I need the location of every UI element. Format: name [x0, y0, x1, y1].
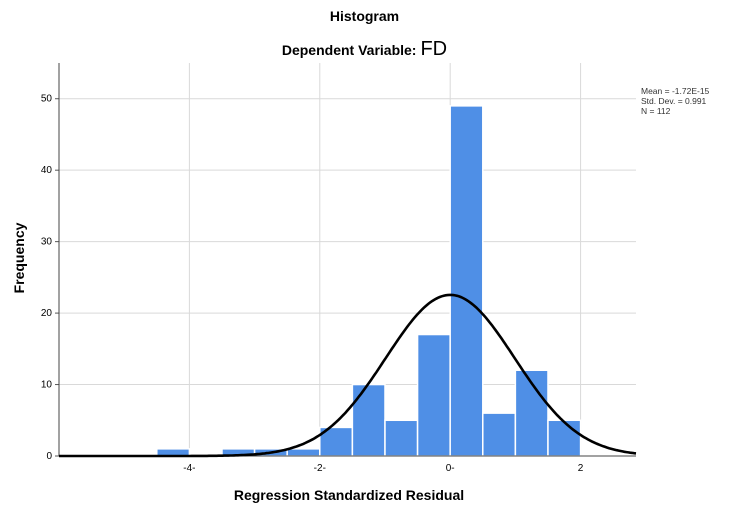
stats-box: Mean = -1.72E-15 Std. Dev. = 0.991 N = 1…	[641, 86, 709, 116]
chart-subtitle: Dependent Variable: FD	[0, 38, 729, 61]
x-tick-label: 2	[578, 463, 584, 474]
stat-mean: Mean = -1.72E-15	[641, 86, 710, 96]
histogram-bar	[384, 419, 419, 457]
y-tick-label: 30	[41, 237, 53, 248]
x-tick-label: 0-	[446, 463, 455, 474]
stat-std-dev: Std. Dev. = 0.991	[641, 96, 707, 106]
chart-title: Histogram	[329, 8, 400, 24]
histogram-bar	[286, 448, 321, 457]
x-tick-label: -2-	[314, 463, 326, 474]
y-axis-label: Frequency	[11, 222, 27, 293]
histogram-bar	[547, 419, 582, 457]
histogram-bar	[351, 383, 386, 457]
y-tick-label: 0	[46, 451, 52, 462]
x-axis-label: Regression Standardized Residual	[234, 487, 464, 503]
stat-n: N = 112	[641, 106, 671, 116]
x-tick-label: -4-	[183, 463, 195, 474]
curve-layer	[59, 293, 637, 458]
normal-curve-line	[59, 293, 637, 458]
dependent-variable-name: FD	[420, 38, 448, 60]
histogram-bar	[449, 105, 484, 457]
subtitle-prefix: Dependent Variable:	[281, 42, 417, 58]
y-tick-label: 10	[41, 380, 53, 391]
y-tick-label: 50	[41, 94, 53, 105]
bars-layer	[156, 105, 582, 457]
y-tick-label: 20	[41, 308, 53, 319]
y-tick-label: 40	[41, 165, 53, 176]
grid-layer	[59, 63, 636, 456]
histogram-bar	[482, 412, 517, 457]
histogram-bar	[416, 333, 451, 457]
